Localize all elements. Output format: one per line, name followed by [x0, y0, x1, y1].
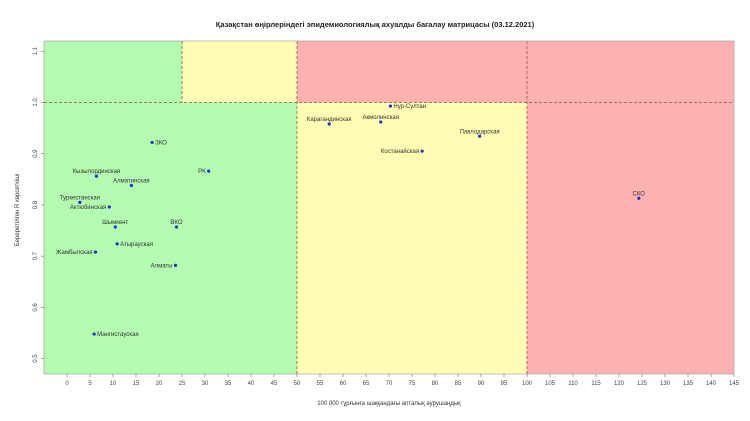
- data-point: [478, 134, 482, 138]
- point-label: РК: [198, 169, 206, 175]
- x-tick-label: 25: [179, 381, 186, 387]
- x-tick-label: 45: [271, 381, 278, 387]
- x-tick-label: 135: [683, 381, 694, 387]
- data-point: [207, 169, 211, 173]
- x-tick-label: 105: [545, 381, 556, 387]
- data-point: [420, 149, 424, 153]
- y-tick-label: 1.1: [33, 46, 39, 55]
- zone-yellow-upper: [182, 41, 297, 103]
- point-label: Карагандинская: [307, 117, 352, 123]
- x-tick-label: 60: [340, 381, 347, 387]
- data-point: [174, 225, 179, 229]
- x-tick-label: 5: [88, 381, 92, 387]
- x-tick-label: 30: [202, 381, 209, 387]
- data-point: [173, 263, 178, 267]
- x-tick-label: 85: [455, 381, 462, 387]
- zone-red: [527, 102, 734, 374]
- point-label: ВКО: [170, 220, 182, 226]
- point-label: ЗКО: [155, 140, 167, 146]
- point-label: Алматы: [151, 263, 173, 269]
- x-tick-label: 120: [614, 381, 625, 387]
- y-tick-label: 0.9: [33, 149, 39, 158]
- axes: 0 5 10 15 20 25 30 35 40 45 50 55 60 65 70 75 80 85 90 95 10…: [33, 40, 740, 387]
- x-axis-label: 100 000 тұрғынға шаққандағы апталық ауру…: [317, 401, 461, 407]
- x-tick-label: 50: [294, 381, 301, 387]
- x-tick-label: 95: [501, 381, 508, 387]
- data-point: [379, 120, 383, 124]
- point-label: Атырауская: [120, 242, 153, 248]
- x-tick-label: 20: [156, 381, 163, 387]
- point-label: Актюбинская: [70, 205, 106, 211]
- data-points: Нур-Султан Акмолинская Карагандинская Павло…: [56, 104, 645, 338]
- x-tick-label: 65: [363, 381, 370, 387]
- point-label: Шымкент: [102, 220, 128, 226]
- point-label: Мангистауская: [97, 332, 138, 338]
- data-point: [93, 250, 98, 254]
- x-tick-label: 140: [706, 381, 717, 387]
- x-tick-label: 55: [317, 381, 324, 387]
- data-point: [94, 174, 99, 178]
- x-tick-label: 115: [591, 381, 601, 387]
- point-label: Павлодарская: [460, 129, 500, 135]
- x-tick-label: 125: [637, 381, 648, 387]
- point-label: Жамбылская: [56, 250, 93, 256]
- x-tick-label: 110: [568, 381, 578, 387]
- x-tick-label: 130: [660, 381, 671, 387]
- point-label: Костанайская: [381, 148, 419, 155]
- x-tick-label: 40: [248, 381, 255, 387]
- point-label: Нур-Султан: [393, 104, 426, 110]
- zone-yellow: [297, 102, 527, 374]
- data-point: [113, 225, 117, 229]
- data-point: [107, 205, 111, 209]
- point-label: Кызылординская: [73, 169, 120, 175]
- y-tick-label: 0.7: [33, 251, 39, 260]
- point-label: Акмолинская: [362, 115, 398, 121]
- y-tick-label: 1.0: [33, 98, 39, 107]
- point-label: Алматинская: [113, 178, 150, 184]
- x-tick-label: 145: [729, 381, 740, 387]
- zone-green-upper: [44, 41, 182, 103]
- y-tick-label: 0.6: [33, 303, 39, 312]
- data-point: [92, 332, 96, 336]
- x-tick-label: 100: [522, 381, 533, 387]
- data-point: [388, 104, 392, 108]
- data-point: [129, 183, 133, 188]
- x-tick-label: 80: [432, 381, 439, 387]
- x-tick-label: 15: [133, 381, 140, 387]
- x-tick-label: 75: [409, 381, 416, 387]
- point-label: СКО: [633, 191, 646, 197]
- point-label: Туркестанская: [60, 195, 100, 201]
- x-tick-label: 70: [386, 381, 393, 387]
- y-tick-label: 0.8: [33, 200, 39, 209]
- chart-title: Қазақстан өңірлеріндегі эпидемиологиялық…: [215, 20, 535, 29]
- x-tick-label: 90: [478, 381, 485, 387]
- x-tick-label: 0: [65, 381, 69, 387]
- threshold-lines: [44, 41, 734, 374]
- data-point: [150, 140, 154, 145]
- data-point: [637, 196, 641, 200]
- data-point: [115, 242, 119, 246]
- data-point: [327, 122, 331, 126]
- y-tick-label: 0.5: [33, 354, 39, 363]
- data-point: [78, 200, 82, 204]
- zone-red-upper: [297, 41, 734, 103]
- zone-green: [44, 102, 297, 374]
- x-tick-label: 10: [110, 381, 117, 387]
- zones-layer: [44, 41, 734, 374]
- x-tick-label: 35: [225, 381, 232, 387]
